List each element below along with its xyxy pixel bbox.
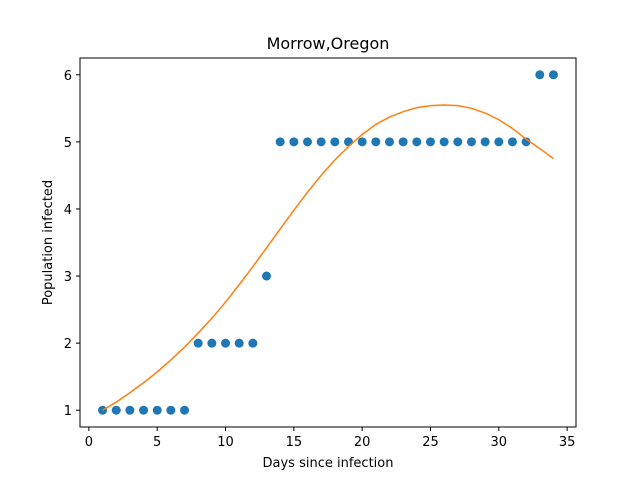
plot-background (80, 58, 576, 427)
fit-line (102, 104, 554, 411)
y-axis-ticks: 1 2 3 4 5 6 (64, 69, 80, 419)
data-point (521, 137, 531, 147)
data-point (466, 137, 476, 147)
data-point (98, 405, 108, 415)
data-point (207, 338, 217, 348)
y-axis-label: Population infected (41, 180, 56, 305)
data-point (303, 137, 313, 147)
data-point (234, 338, 244, 348)
x-tick-label: 30 (491, 435, 508, 450)
data-point (412, 137, 422, 147)
data-point (166, 405, 176, 415)
x-tick-label: 25 (422, 435, 439, 450)
data-point (439, 137, 449, 147)
data-point (480, 137, 490, 147)
data-point (343, 137, 353, 147)
data-point (152, 405, 162, 415)
x-axis-label: Days since infection (263, 456, 394, 471)
data-point (453, 137, 463, 147)
y-tick-label: 5 (64, 136, 72, 151)
data-point (180, 405, 190, 415)
data-point (193, 338, 203, 348)
data-point (316, 137, 326, 147)
data-point (221, 338, 231, 348)
plot-frame (79, 57, 577, 428)
chart-title: Morrow,Oregon (267, 34, 390, 53)
series-layer (98, 70, 558, 415)
y-tick-label: 3 (64, 270, 72, 285)
y-tick-label: 4 (64, 203, 72, 218)
x-axis-ticks: 0 5 10 15 20 25 30 35 (85, 427, 576, 450)
data-point (125, 405, 135, 415)
x-tick-label: 20 (354, 435, 371, 450)
data-point (275, 137, 285, 147)
y-tick-label: 1 (64, 404, 72, 419)
data-point (507, 137, 517, 147)
y-tick-label: 6 (64, 69, 72, 84)
x-tick-label: 0 (85, 435, 93, 450)
data-point (330, 137, 340, 147)
y-tick-label: 2 (64, 337, 72, 352)
x-tick-label: 35 (559, 435, 576, 450)
data-point (111, 405, 121, 415)
data-point (139, 405, 149, 415)
data-point (262, 271, 272, 281)
x-tick-label: 5 (153, 435, 161, 450)
data-point (535, 70, 545, 80)
data-point (357, 137, 367, 147)
x-tick-label: 15 (286, 435, 303, 450)
data-point (248, 338, 258, 348)
data-point (384, 137, 394, 147)
data-point (548, 70, 558, 80)
data-point (371, 137, 381, 147)
data-point (289, 137, 299, 147)
data-point (398, 137, 408, 147)
data-point (425, 137, 435, 147)
data-point (494, 137, 504, 147)
x-tick-label: 10 (217, 435, 234, 450)
